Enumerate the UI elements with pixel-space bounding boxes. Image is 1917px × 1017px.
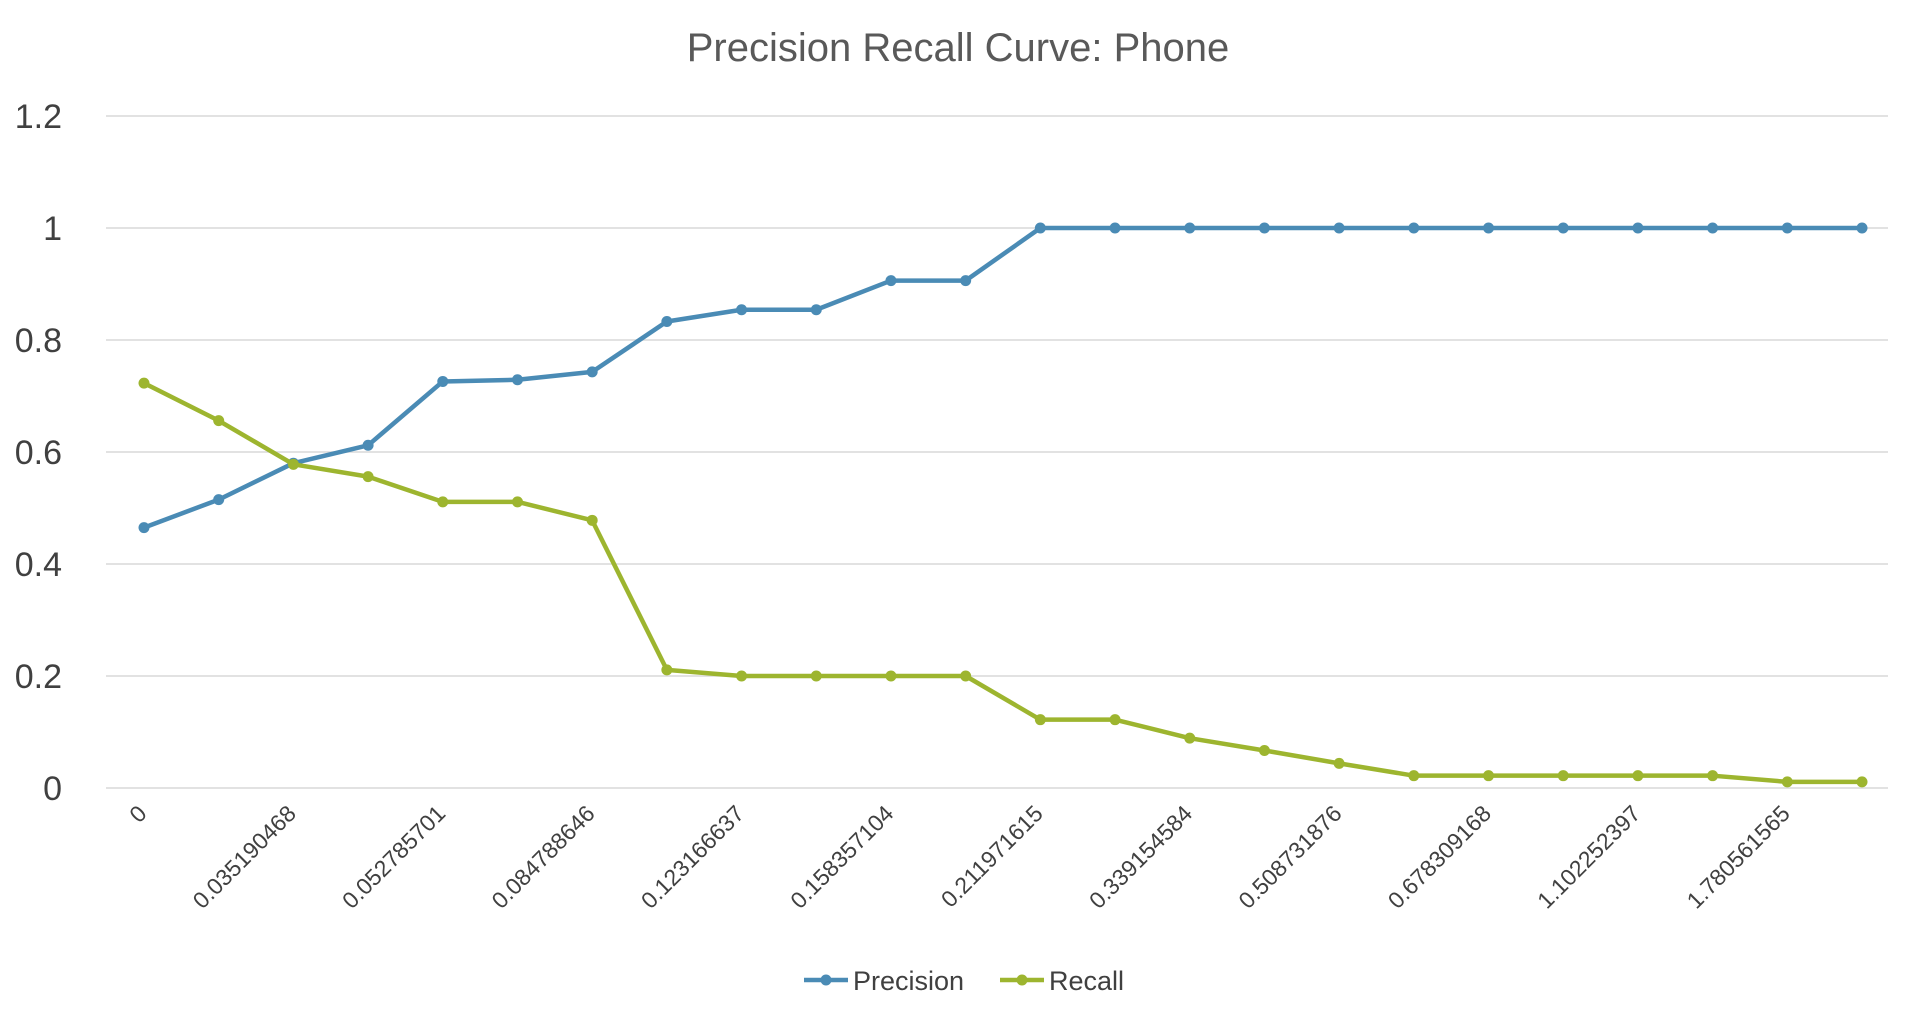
data-point — [1333, 222, 1345, 234]
data-point — [1258, 222, 1270, 234]
y-tick-label: 1 — [43, 210, 62, 248]
data-point — [1258, 744, 1270, 756]
data-point — [437, 496, 449, 508]
data-point — [138, 522, 150, 534]
x-tick-label: 0.084788646 — [486, 800, 599, 913]
data-point — [1856, 222, 1868, 234]
data-point — [511, 374, 523, 386]
legend-label: Recall — [1049, 966, 1124, 996]
series-layer — [138, 222, 1868, 788]
chart-title: Precision Recall Curve: Phone — [687, 26, 1229, 70]
legend-label: Precision — [853, 966, 964, 996]
data-point — [1034, 714, 1046, 726]
x-tick-label: 0.339154584 — [1084, 800, 1198, 914]
data-point — [511, 496, 523, 508]
x-tick-label: 1.780561565 — [1681, 800, 1794, 913]
x-tick-label: 0.123166637 — [636, 800, 749, 913]
data-point — [1707, 770, 1719, 782]
y-tick-label: 0 — [43, 770, 62, 808]
y-tick-label: 0.4 — [15, 546, 62, 584]
data-point — [736, 670, 748, 682]
data-point — [213, 415, 225, 427]
data-point — [437, 375, 449, 387]
data-point — [810, 304, 822, 316]
data-point — [213, 494, 225, 506]
data-point — [287, 458, 299, 470]
x-axis-ticks: 0 0.035190468 0.052785701 0.084788646 0.1231… — [124, 800, 1795, 914]
x-tick-label: 1.102252397 — [1532, 800, 1645, 913]
data-point — [1707, 222, 1719, 234]
legend-item-precision: Precision — [804, 966, 964, 996]
data-point — [1557, 770, 1569, 782]
data-point — [362, 439, 374, 451]
data-point — [661, 316, 673, 328]
data-point — [1483, 222, 1495, 234]
series-line — [142, 381, 1862, 785]
data-point — [362, 471, 374, 483]
data-point — [885, 670, 897, 682]
legend-marker — [820, 974, 832, 986]
y-axis-ticks: 0 0.2 0.4 0.6 0.8 1 1.2 — [15, 98, 62, 808]
legend-marker — [1016, 974, 1028, 986]
x-tick-label: 0 — [124, 800, 151, 827]
data-point — [960, 670, 972, 682]
data-point — [1632, 770, 1644, 782]
data-point — [661, 664, 673, 676]
data-point — [1632, 222, 1644, 234]
legend-item-recall: Recall — [1000, 966, 1124, 996]
data-point — [1557, 222, 1569, 234]
y-tick-label: 1.2 — [15, 98, 62, 136]
series-recall — [138, 377, 1868, 788]
y-tick-label: 0.6 — [15, 434, 62, 472]
data-point — [1408, 770, 1420, 782]
data-point — [1184, 222, 1196, 234]
data-point — [1034, 222, 1046, 234]
x-tick-label: 0.052785701 — [337, 800, 450, 913]
series-line — [143, 225, 1862, 530]
data-point — [138, 377, 150, 389]
y-tick-label: 0.8 — [15, 322, 62, 360]
grid-lines — [106, 115, 1888, 789]
data-point — [1333, 757, 1345, 769]
data-point — [736, 304, 748, 316]
y-tick-label: 0.2 — [15, 658, 62, 696]
data-point — [885, 275, 897, 287]
data-point — [1856, 776, 1868, 788]
data-point — [1781, 776, 1793, 788]
data-point — [1109, 222, 1121, 234]
x-tick-label: 0.211971615 — [936, 800, 1048, 912]
data-point — [1184, 732, 1196, 744]
x-tick-label: 0.035190468 — [188, 800, 301, 913]
data-point — [586, 514, 598, 526]
data-point — [1781, 222, 1793, 234]
data-point — [1483, 770, 1495, 782]
data-point — [586, 366, 598, 378]
data-point — [960, 275, 972, 287]
x-tick-label: 0.508731876 — [1233, 800, 1346, 913]
data-point — [1109, 714, 1121, 726]
x-tick-label: 0.678309168 — [1383, 800, 1496, 913]
data-point — [1408, 222, 1420, 234]
data-point — [810, 670, 822, 682]
legend: Precision Recall — [804, 966, 1124, 996]
x-tick-label: 0.158357104 — [785, 800, 899, 914]
